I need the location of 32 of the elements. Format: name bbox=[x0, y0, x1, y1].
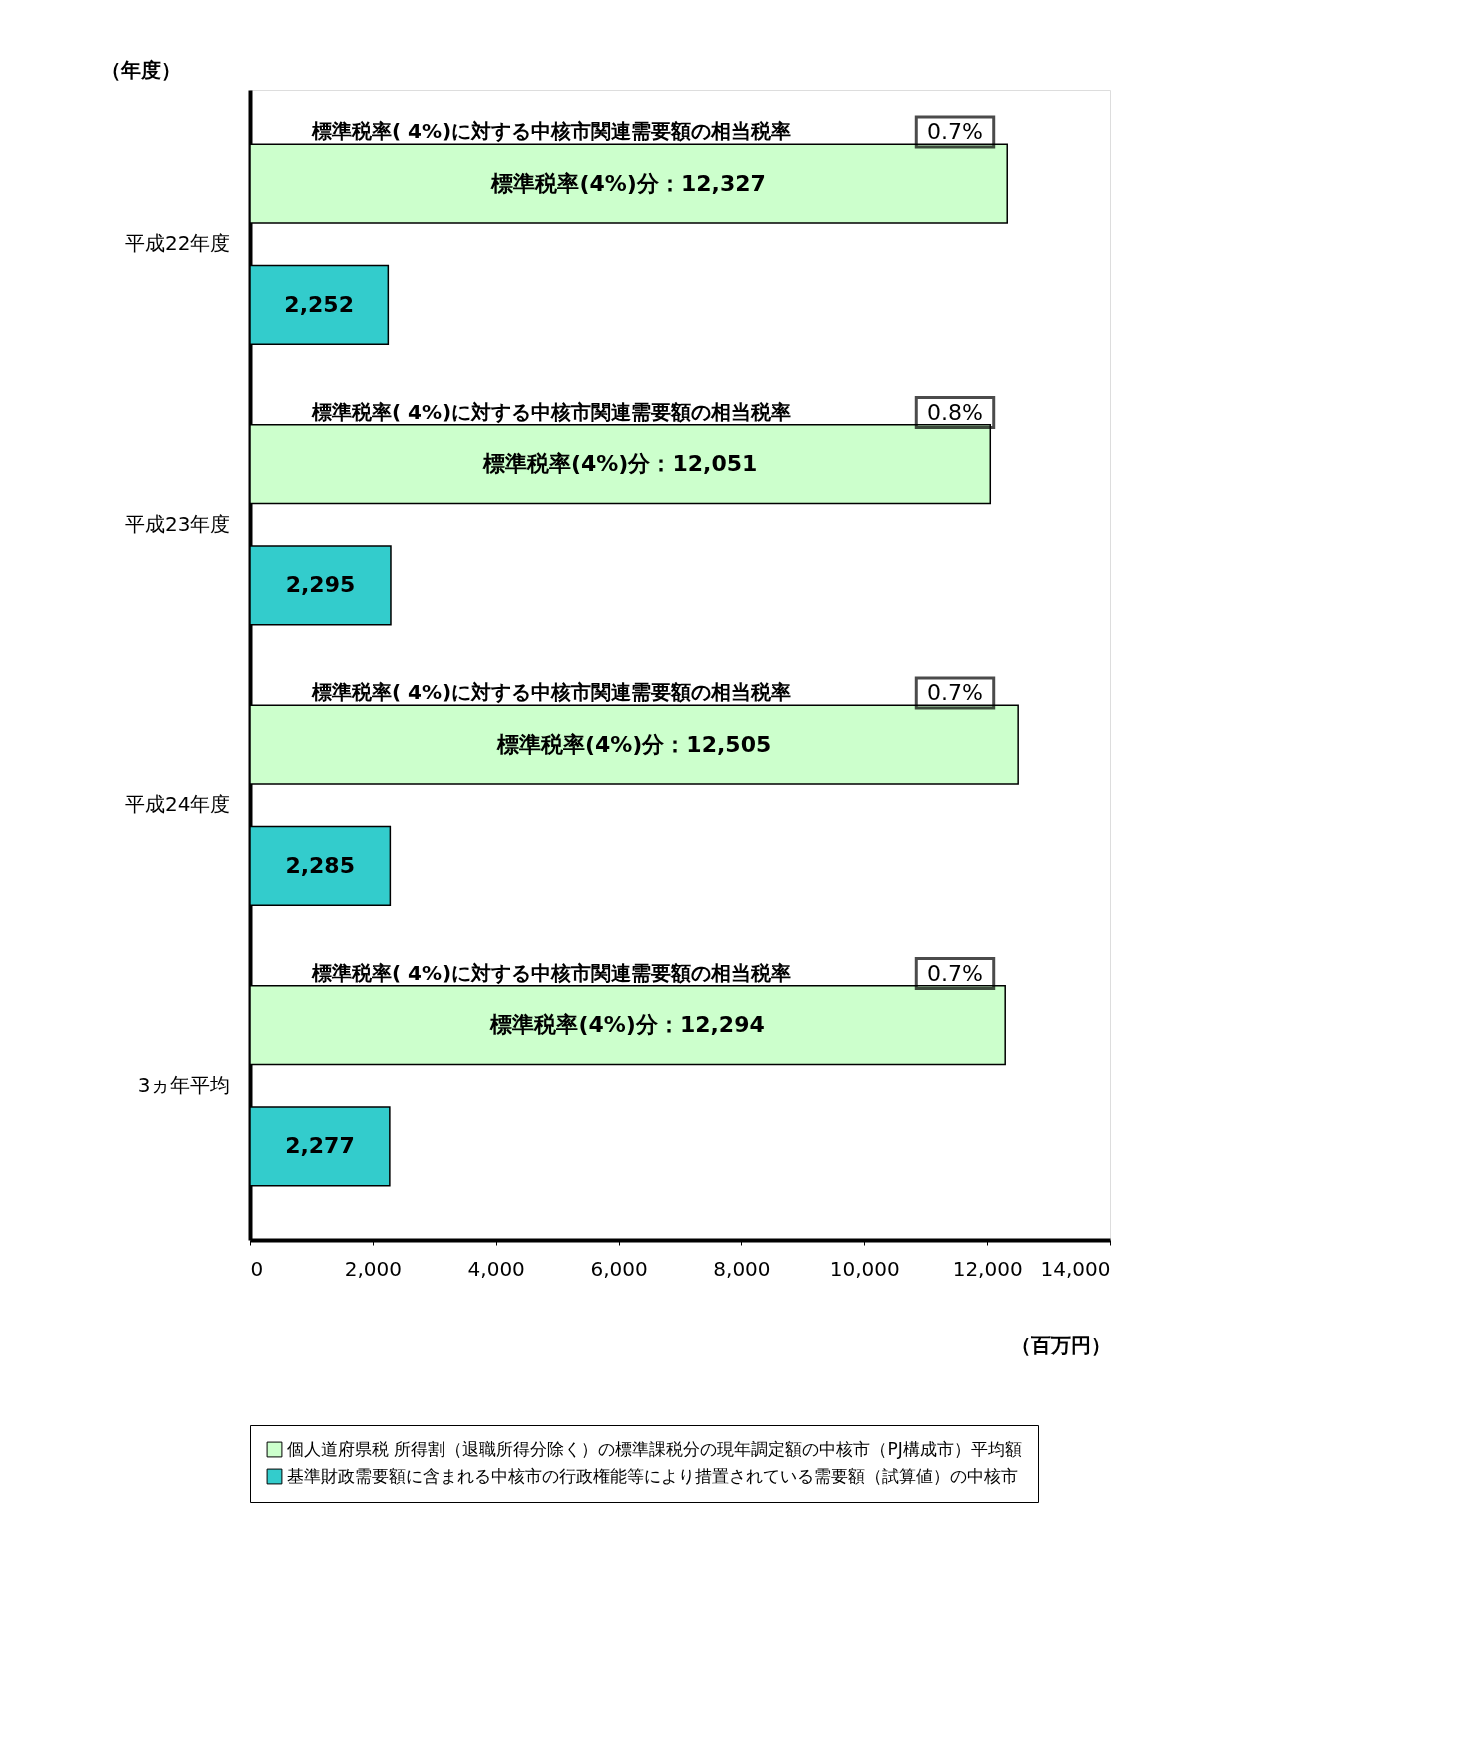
y-tick-label: 平成24年度 bbox=[125, 792, 231, 817]
data-label: 2,277 bbox=[285, 1133, 355, 1159]
data-label: 2,285 bbox=[285, 852, 355, 878]
data-label: 2,295 bbox=[285, 572, 356, 598]
annotation: 標準税率( 4%)に対する中核市関連需要額の相当税率 bbox=[311, 119, 792, 144]
x-tick-label: 4,000 bbox=[467, 1256, 525, 1281]
annotation: 0.7% bbox=[927, 119, 983, 145]
x-tick-label: 10,000 bbox=[829, 1256, 900, 1281]
data-label: 標準税率(4%)分：12,294 bbox=[489, 1012, 765, 1038]
legend-label: 個人道府県税 所得割（退職所得分除く）の標準課税分の現年調定額の中核市（PJ構成市）平均額 bbox=[287, 1438, 1022, 1459]
data-label: 標準税率(4%)分：12,327 bbox=[490, 170, 766, 196]
x-tick-label: 14,000 bbox=[1040, 1256, 1111, 1281]
annotation: 0.7% bbox=[927, 960, 983, 986]
y-tick-label: 平成22年度 bbox=[125, 231, 231, 256]
annotation: 標準税率( 4%)に対する中核市関連需要額の相当税率 bbox=[311, 399, 792, 424]
x-axis-title: （百万円） bbox=[1010, 1332, 1111, 1357]
data-label: 2,252 bbox=[284, 291, 354, 317]
data-label: 標準税率(4%)分：12,505 bbox=[495, 731, 772, 757]
annotation: 標準税率( 4%)に対する中核市関連需要額の相当税率 bbox=[311, 680, 792, 705]
x-tick-label: 8,000 bbox=[713, 1256, 771, 1281]
y-axis-title: （年度） bbox=[100, 57, 181, 82]
x-tick-label: 2,000 bbox=[344, 1256, 402, 1281]
data-label: 標準税率(4%)分：12,051 bbox=[481, 451, 758, 477]
annotation: 0.8% bbox=[927, 399, 983, 425]
annotation: 標準税率( 4%)に対する中核市関連需要額の相当税率 bbox=[311, 960, 792, 985]
legend-label: 基準財政需要額に含まれる中核市の行政権能等により措置されている需要額（試算値）の中核市 bbox=[287, 1465, 1018, 1486]
y-tick-label: 平成23年度 bbox=[125, 511, 231, 536]
annotation: 0.7% bbox=[927, 680, 983, 706]
x-tick-label: 6,000 bbox=[590, 1256, 648, 1281]
x-tick-label: 12,000 bbox=[952, 1256, 1023, 1281]
x-tick-label: 0 bbox=[250, 1256, 264, 1281]
y-tick-label: 3ヵ年平均 bbox=[137, 1072, 231, 1097]
